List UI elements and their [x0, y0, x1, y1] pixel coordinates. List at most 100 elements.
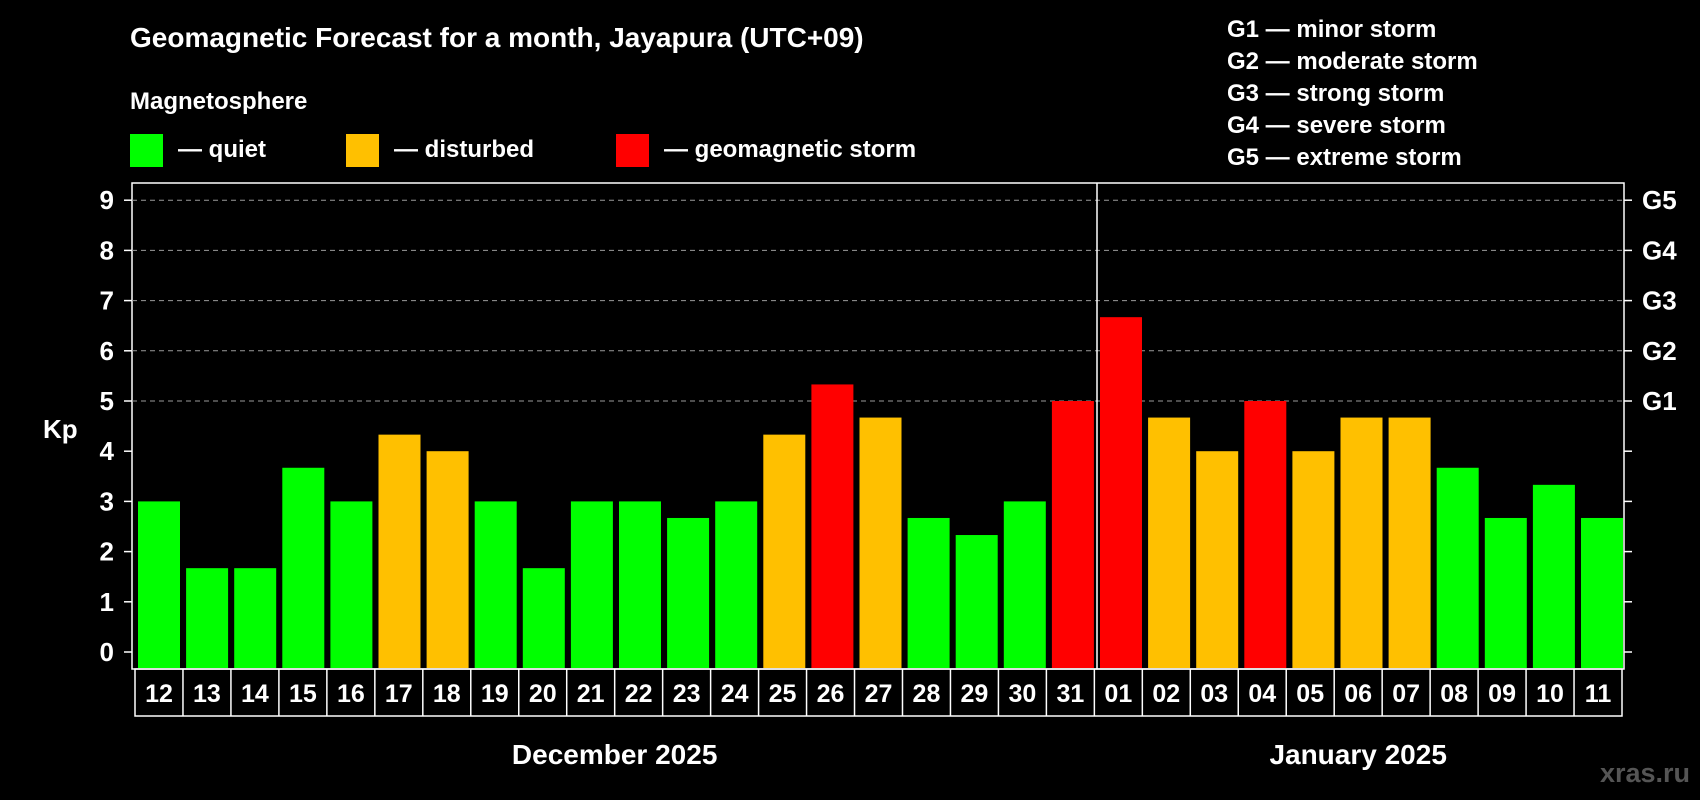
y-tick-label: 0: [100, 637, 114, 667]
day-label: 18: [433, 680, 461, 708]
bar-jan-06: [1340, 417, 1383, 668]
bar-dec-25: [763, 434, 806, 668]
y-axis-label: Kp: [43, 414, 78, 444]
day-label: 03: [1200, 680, 1228, 708]
day-label: 16: [337, 680, 365, 708]
day-label: 11: [1585, 680, 1612, 708]
day-label: 28: [913, 680, 941, 708]
bar-dec-28: [907, 517, 950, 668]
day-label: 12: [145, 680, 173, 708]
day-label: 27: [865, 680, 893, 708]
bar-dec-12: [138, 501, 180, 668]
bars: [138, 317, 1623, 668]
right-axis: G1 G2 G3 G4 G5: [1624, 185, 1677, 653]
bar-dec-15: [282, 467, 325, 668]
y-tick-label: 4: [100, 436, 115, 466]
bar-dec-26: [811, 384, 854, 668]
bar-jan-02: [1148, 417, 1191, 668]
day-label: 26: [817, 680, 845, 708]
bar-dec-24: [715, 501, 758, 668]
storm-scale-legend: G1 — minor storm G2 — moderate storm G3 — …: [1227, 16, 1478, 171]
y-tick-label: 3: [100, 486, 114, 516]
legend: — quiet — disturbed — geomagnetic storm: [130, 134, 916, 167]
bar-dec-17: [378, 434, 421, 668]
bar-dec-29: [955, 535, 998, 668]
y-tick-label: 2: [100, 537, 114, 567]
bar-jan-08: [1436, 467, 1479, 668]
day-label: 01: [1104, 680, 1132, 708]
legend-swatch-disturbed: [346, 134, 379, 167]
storm-scale-item: G5 — extreme storm: [1227, 144, 1462, 171]
legend-swatch-quiet: [130, 134, 163, 167]
day-label: 07: [1392, 680, 1420, 708]
y-tick-label: 5: [100, 386, 114, 416]
y-tick-label: 7: [100, 286, 114, 316]
y-tick-label: 8: [100, 235, 114, 265]
day-label: 09: [1488, 680, 1516, 708]
bar-dec-21: [570, 501, 613, 668]
bar-jan-07: [1388, 417, 1431, 668]
bar-dec-30: [1003, 501, 1046, 668]
day-label: 14: [241, 680, 269, 708]
day-label: 05: [1296, 680, 1324, 708]
y-tick-label: 9: [100, 185, 114, 215]
day-label: 10: [1536, 680, 1564, 708]
legend-swatch-storm: [616, 134, 649, 167]
storm-scale-item: G1 — minor storm: [1227, 16, 1436, 43]
bar-dec-14: [234, 568, 277, 668]
month-label-december: December 2025: [512, 739, 717, 770]
y-tick-label: 6: [100, 336, 114, 366]
day-label: 31: [1056, 680, 1084, 708]
watermark: xras.ru: [1600, 758, 1690, 788]
bar-dec-18: [426, 451, 469, 668]
day-label: 30: [1008, 680, 1036, 708]
bar-dec-31: [1051, 401, 1094, 668]
day-label: 08: [1440, 680, 1468, 708]
day-label-frame: [134, 668, 1623, 717]
legend-label-disturbed: — disturbed: [394, 136, 534, 163]
month-labels: December 2025 January 2025: [512, 739, 1447, 770]
bar-jan-10: [1532, 484, 1575, 668]
month-label-january: January 2025: [1269, 739, 1446, 770]
day-label: 22: [625, 680, 653, 708]
bar-dec-13: [186, 568, 229, 668]
day-label: 24: [721, 680, 749, 708]
right-axis-label-g1: G1: [1642, 386, 1677, 416]
legend-label-quiet: — quiet: [178, 136, 266, 163]
right-axis-label-g4: G4: [1642, 235, 1677, 265]
bar-dec-27: [859, 417, 902, 668]
bar-jan-04: [1244, 401, 1287, 668]
day-label: 19: [481, 680, 509, 708]
right-axis-label-g5: G5: [1642, 185, 1677, 215]
y-tick-label: 1: [100, 587, 114, 617]
legend-label-storm: — geomagnetic storm: [664, 136, 916, 163]
storm-scale-item: G4 — severe storm: [1227, 112, 1446, 139]
bar-jan-03: [1196, 451, 1239, 668]
day-label: 02: [1152, 680, 1180, 708]
y-axis: 0 1 2 3 4 5 6 7 8 9: [100, 185, 132, 667]
day-labels: 12 13 14 15 16 17 18 19 20 21 22 23 24 25 26 27 28 29 30 31…: [134, 668, 1623, 717]
bar-dec-19: [474, 501, 517, 668]
right-axis-label-g2: G2: [1642, 336, 1677, 366]
magnetosphere-label: Magnetosphere: [130, 88, 307, 115]
day-label: 29: [961, 680, 989, 708]
day-label: 06: [1344, 680, 1372, 708]
day-label: 25: [769, 680, 797, 708]
day-label: 04: [1248, 680, 1276, 708]
storm-scale-item: G3 — strong storm: [1227, 80, 1444, 107]
day-label: 20: [529, 680, 557, 708]
right-axis-label-g3: G3: [1642, 286, 1677, 316]
day-label: 17: [385, 680, 413, 708]
bar-dec-20: [522, 568, 565, 668]
day-label: 13: [193, 680, 221, 708]
bar-jan-05: [1292, 451, 1335, 668]
storm-scale-item: G2 — moderate storm: [1227, 48, 1478, 75]
bar-jan-11: [1581, 517, 1623, 668]
bar-dec-23: [667, 517, 710, 668]
bar-jan-01: [1100, 317, 1142, 668]
chart-title: Geomagnetic Forecast for a month, Jayapu…: [130, 22, 864, 53]
bar-dec-16: [330, 501, 373, 668]
bar-dec-22: [619, 501, 661, 668]
day-label: 21: [577, 680, 605, 708]
